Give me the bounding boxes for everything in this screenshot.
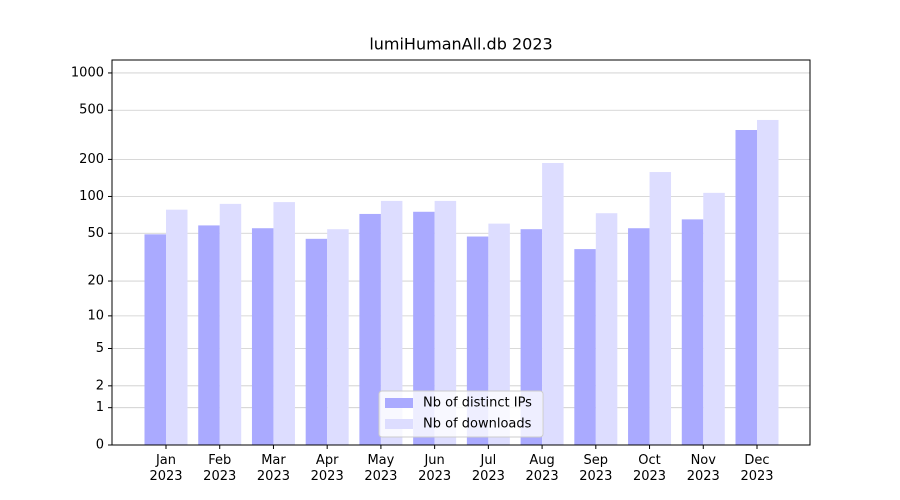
bar (628, 228, 650, 445)
y-tick-label: 100 (79, 189, 104, 204)
chart-title: lumiHumanAll.db 2023 (369, 35, 552, 54)
bar (219, 203, 242, 445)
bar (488, 223, 510, 445)
x-tick-label: Dec 2023 (740, 453, 774, 484)
bar (735, 129, 757, 445)
axes-frame (111, 59, 811, 446)
legend: Nb of distinct IPs Nb of downloads (378, 390, 544, 438)
y-tick-label: 1000 (71, 65, 104, 80)
x-tick-label: May 2023 (364, 453, 398, 484)
bar (649, 172, 672, 445)
bar (703, 192, 725, 445)
x-tick-label: Aug 2023 (525, 453, 559, 484)
bar (198, 225, 220, 445)
y-tick-label: 50 (87, 226, 104, 241)
x-tick-label: Sep 2023 (579, 453, 613, 484)
x-tick-label: Apr 2023 (310, 453, 344, 484)
bar (434, 200, 457, 445)
y-tick-label: 1 (96, 400, 104, 415)
bar (542, 163, 564, 446)
legend-box (378, 390, 544, 438)
x-tick-label: Oct 2023 (632, 453, 667, 484)
bar (380, 200, 403, 445)
x-tick-label: Nov 2023 (686, 453, 720, 484)
bar (359, 213, 381, 445)
bar (574, 249, 596, 445)
bar (166, 209, 188, 445)
x-tick-label: Jan 2023 (149, 453, 183, 484)
y-tick-label: 2 (96, 378, 104, 393)
y-tick-label: 5 (96, 341, 104, 356)
bar (757, 119, 779, 446)
bar (144, 234, 166, 445)
bar (327, 229, 349, 445)
bar (251, 228, 274, 445)
x-tick-label: Feb 2023 (203, 453, 237, 484)
legend-label: Nb of downloads (423, 417, 532, 432)
y-tick-label: 10 (87, 308, 104, 323)
y-tick-label: 200 (79, 152, 104, 167)
y-tick-label: 20 (87, 274, 104, 289)
bar (681, 219, 704, 445)
y-tick-label: 500 (79, 103, 104, 118)
bar (595, 213, 618, 445)
legend-swatch (385, 398, 413, 408)
x-tick-label: Mar 2023 (256, 453, 290, 484)
legend-label: Nb of distinct IPs (423, 396, 532, 411)
legend-swatch (385, 419, 413, 429)
bar (273, 202, 295, 445)
bar (413, 211, 435, 445)
x-tick-label: Jun 2023 (418, 453, 452, 484)
x-tick-label: Jul 2023 (471, 453, 505, 484)
bar (305, 238, 328, 445)
y-tick-label: 0 (96, 438, 104, 453)
